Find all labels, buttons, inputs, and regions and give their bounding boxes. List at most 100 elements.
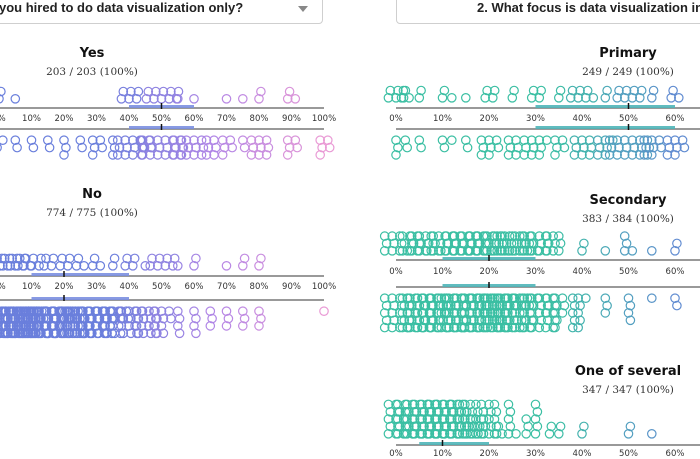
bottom-swarm-group: [379, 293, 682, 333]
data-point: [417, 399, 427, 410]
data-point: [641, 142, 651, 153]
data-point: [19, 313, 30, 324]
data-point: [11, 306, 22, 316]
tick-label: 70%: [217, 282, 236, 292]
data-point: [136, 306, 147, 316]
data-point: [559, 300, 570, 311]
data-point: [540, 246, 551, 256]
data-point: [49, 313, 60, 324]
data-point: [472, 322, 483, 333]
data-point: [84, 306, 94, 316]
data-point: [5, 260, 16, 271]
data-point: [439, 414, 449, 424]
data-point: [459, 421, 470, 432]
data-point: [246, 150, 257, 160]
data-point: [634, 150, 645, 160]
data-point: [189, 260, 199, 271]
data-point: [510, 293, 520, 303]
data-point: [0, 313, 8, 324]
data-point: [573, 308, 583, 318]
tick-label: 0%: [389, 114, 403, 124]
chevron-down-icon[interactable]: [298, 6, 308, 12]
data-point: [476, 428, 487, 439]
data-point: [158, 86, 169, 97]
data-point: [465, 231, 475, 241]
data-point: [625, 315, 636, 326]
data-point: [141, 94, 152, 104]
data-point: [18, 306, 28, 316]
data-point: [205, 321, 216, 331]
data-point: [417, 414, 427, 424]
data-point: [503, 428, 514, 439]
data-point: [385, 406, 396, 417]
tick-label: 80%: [250, 282, 269, 292]
data-point: [482, 85, 492, 96]
data-point: [555, 238, 566, 249]
data-point: [534, 308, 545, 318]
data-point: [75, 135, 86, 145]
data-point: [534, 150, 545, 160]
panel-subtitle: 383 / 384 (100%): [582, 213, 674, 225]
tick-label: 50%: [152, 114, 171, 124]
tick-label: 10%: [22, 114, 41, 124]
data-point: [478, 142, 489, 153]
data-point: [571, 142, 582, 153]
data-point: [12, 142, 22, 153]
data-point: [120, 260, 130, 271]
top-swarm-group: [0, 86, 301, 104]
top-swarm-group: [383, 85, 684, 103]
data-point: [292, 142, 302, 153]
data-point: [417, 428, 427, 439]
data-point: [137, 150, 148, 160]
data-point: [465, 322, 475, 333]
data-point: [124, 306, 134, 316]
data-point: [492, 293, 502, 303]
data-point: [145, 260, 155, 271]
tick-label: 10%: [433, 449, 452, 459]
data-point: [3, 328, 13, 339]
data-point: [11, 321, 22, 331]
data-point: [540, 308, 551, 318]
data-point: [442, 322, 452, 333]
data-point: [509, 300, 519, 311]
data-point: [478, 406, 489, 417]
data-point: [254, 260, 264, 271]
data-point: [173, 260, 183, 271]
data-point: [10, 135, 21, 145]
data-point: [397, 293, 408, 303]
panel-title: No: [82, 187, 102, 202]
data-point: [588, 93, 599, 103]
question-select-left[interactable]: you hired to do data visualization only?: [0, 0, 323, 24]
data-point: [501, 300, 512, 311]
data-point: [634, 135, 645, 145]
question-select-right[interactable]: 2. What focus is data visualization in: [396, 0, 700, 24]
data-point: [416, 238, 426, 249]
data-point: [452, 428, 463, 439]
data-point: [557, 293, 568, 303]
data-point: [476, 150, 487, 160]
data-point: [113, 321, 124, 331]
data-point: [13, 313, 24, 324]
data-point: [426, 322, 436, 333]
data-point: [443, 315, 454, 326]
data-point: [379, 308, 390, 318]
data-point: [0, 321, 7, 331]
data-point: [60, 306, 70, 316]
data-point: [670, 293, 680, 303]
data-point: [580, 293, 591, 303]
data-point: [567, 293, 578, 303]
data-point: [499, 322, 510, 333]
data-point: [471, 428, 481, 439]
data-point: [221, 306, 232, 316]
tick-label: 60%: [666, 449, 685, 459]
data-point: [523, 421, 533, 432]
data-point: [144, 306, 154, 316]
data-point: [639, 135, 649, 145]
tick-label: 40%: [120, 114, 139, 124]
data-point: [440, 231, 450, 241]
data-point: [521, 142, 531, 153]
data-point: [124, 321, 134, 331]
data-point: [284, 142, 295, 153]
data-point: [509, 85, 519, 96]
tick-label: 30%: [87, 282, 106, 292]
